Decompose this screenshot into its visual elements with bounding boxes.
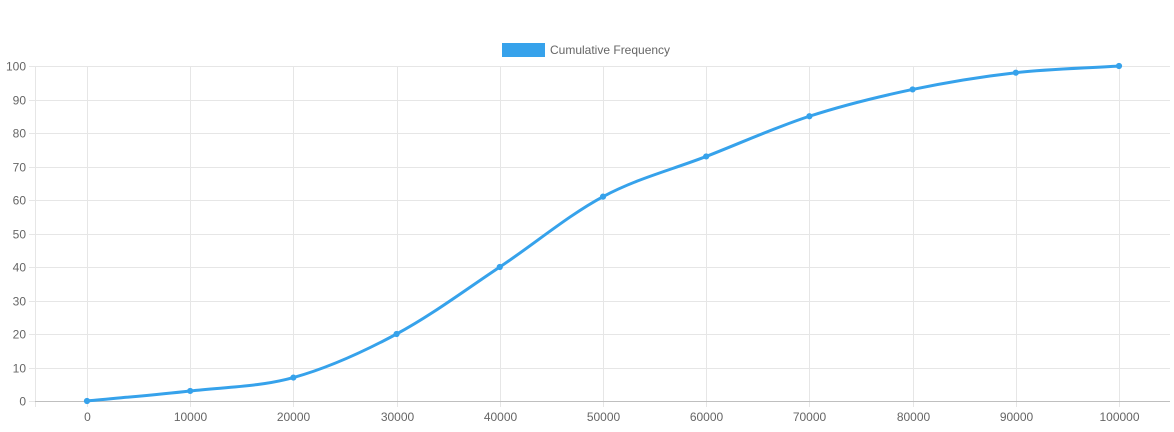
y-tick-label: 90 — [13, 94, 27, 108]
x-tick-label: 50000 — [587, 410, 621, 424]
data-point[interactable] — [1115, 62, 1123, 70]
x-tick-label: 30000 — [381, 410, 415, 424]
x-tick-label: 20000 — [277, 410, 311, 424]
data-point[interactable] — [187, 387, 194, 395]
x-tick-label: 0 — [84, 410, 91, 424]
data-point[interactable] — [83, 397, 91, 405]
data-point[interactable] — [703, 153, 710, 160]
y-tick-label: 60 — [13, 194, 27, 208]
legend-label[interactable]: Cumulative Frequency — [550, 43, 670, 57]
data-point[interactable] — [496, 263, 503, 271]
y-tick-label: 30 — [13, 295, 27, 309]
y-tick-label: 20 — [13, 328, 27, 342]
x-tick-label: 60000 — [690, 410, 724, 424]
legend[interactable]: Cumulative Frequency — [502, 43, 670, 57]
y-tick-label: 100 — [6, 60, 26, 74]
data-point[interactable] — [806, 113, 813, 120]
y-tick-label: 50 — [13, 228, 27, 242]
legend-swatch[interactable] — [502, 43, 545, 57]
data-point[interactable] — [393, 330, 400, 338]
y-axis-ticks: 0 10 20 30 40 50 60 70 80 90 100 — [6, 60, 35, 409]
data-point[interactable] — [1012, 69, 1019, 76]
series-layer — [83, 62, 1123, 405]
x-tick-label: 70000 — [793, 410, 827, 424]
x-axis-ticks: 0 10000 20000 30000 40000 50000 60000 70000 8000… — [84, 410, 1140, 424]
x-tick-label: 10000 — [174, 410, 208, 424]
data-point[interactable] — [909, 86, 916, 93]
x-tick-label: 90000 — [1000, 410, 1034, 424]
y-tick-label: 70 — [13, 161, 27, 175]
x-tick-label: 80000 — [897, 410, 931, 424]
y-tick-label: 10 — [13, 362, 27, 376]
x-tick-label: 100000 — [1099, 410, 1139, 424]
axes — [29, 66, 1170, 407]
y-tick-label: 80 — [13, 127, 27, 141]
data-point[interactable] — [290, 374, 297, 381]
y-tick-label: 0 — [19, 395, 26, 409]
x-tick-label: 40000 — [484, 410, 518, 424]
data-point[interactable] — [599, 193, 607, 200]
grid — [35, 66, 1170, 407]
y-tick-label: 40 — [13, 261, 27, 275]
